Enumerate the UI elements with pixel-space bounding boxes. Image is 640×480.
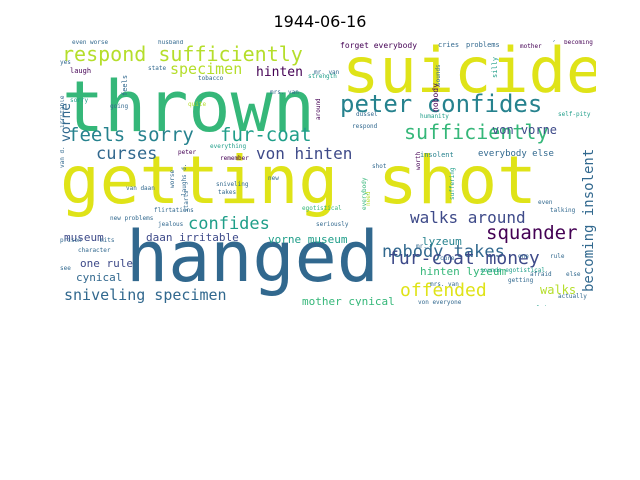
word-cloud: hanged getting shot thrown suicide peter… bbox=[60, 40, 596, 306]
word-museum: museum bbox=[64, 231, 104, 244]
word-walks: walks bbox=[540, 283, 577, 297]
word-offended: offended bbox=[400, 280, 487, 301]
word-getting-shot: getting shot bbox=[60, 142, 537, 219]
word-respond: respond bbox=[352, 123, 378, 130]
word-sounds: sounds bbox=[435, 64, 442, 86]
word-insolent: insolent bbox=[420, 151, 454, 159]
word-mr-van: mr. van bbox=[314, 69, 340, 76]
word-mother: mother bbox=[520, 43, 542, 50]
word-mother-cynical: mother cynical bbox=[302, 295, 395, 306]
word-even-worse: even worse bbox=[72, 40, 109, 46]
word-walks-around: walks around bbox=[410, 208, 526, 227]
word-new-problems: new problems bbox=[110, 215, 154, 222]
word-respond-sufficiently: respond sufficiently bbox=[62, 42, 303, 66]
word-squander: squander bbox=[486, 222, 578, 244]
word-sufficiently: sufficiently bbox=[404, 120, 549, 144]
word-everything: everything bbox=[210, 143, 247, 150]
word-hinten: hinten bbox=[256, 65, 303, 80]
word-mrs-van-2: mrs. van bbox=[430, 281, 459, 288]
word-forget-everybody: forget everybody bbox=[340, 41, 418, 50]
word-starts: starts bbox=[183, 190, 190, 212]
word-flirtations: flirtations bbox=[154, 207, 194, 214]
word-sniveling-specimen: sniveling specimen bbox=[64, 286, 227, 304]
word-von-everyone: von everyone bbox=[418, 299, 462, 306]
word-worth: worth bbox=[415, 151, 422, 170]
word-silly: silly bbox=[491, 56, 499, 78]
word-specimen: specimen bbox=[170, 60, 243, 78]
word-takes: takes bbox=[218, 189, 237, 196]
word-nobody-takes: nobody takes bbox=[382, 242, 505, 262]
word-character: character bbox=[78, 247, 111, 254]
word-around: around bbox=[315, 98, 322, 120]
word-humanity: humanity bbox=[420, 113, 449, 120]
word-becoming-insolent: becoming insolent bbox=[581, 148, 596, 292]
word-van-daan: van daan bbox=[126, 185, 155, 192]
word-self-pity: self-pity bbox=[558, 111, 591, 118]
word-rule: rule bbox=[550, 253, 565, 260]
word-hanged: hanged bbox=[126, 216, 379, 298]
word-fur-coat: fur-coat bbox=[220, 124, 312, 146]
word-getting: getting bbox=[508, 277, 534, 284]
word-tobacco: tobacco bbox=[198, 75, 224, 82]
word-egotistical: egotistical bbox=[302, 205, 342, 212]
word-daan-irritable: daan irritable bbox=[146, 231, 239, 244]
word-one: one bbox=[518, 253, 529, 260]
word-sorry: sorry bbox=[70, 97, 89, 104]
word-talking: talking bbox=[550, 207, 576, 214]
word-van-d: van d. bbox=[60, 146, 66, 168]
word-lyzeum: lyzeum bbox=[422, 235, 462, 248]
word-cries: cries bbox=[438, 41, 460, 49]
word-von-hinten: von hinten bbox=[256, 144, 353, 163]
word-jealous: jealous bbox=[158, 221, 184, 228]
word-fur-coat-money: fur-coat money bbox=[388, 248, 540, 269]
word-husband: husband bbox=[158, 40, 184, 46]
word-nobody: nobody bbox=[431, 83, 440, 112]
word-mrs-van: mrs. van bbox=[270, 89, 299, 96]
word-problems: problems bbox=[466, 41, 500, 49]
word-actually: actually bbox=[558, 293, 587, 300]
word-new: new bbox=[268, 175, 279, 182]
word-strength: strength bbox=[308, 73, 337, 80]
word-everybody: everybody bbox=[361, 177, 368, 210]
word-irritable: irritable bbox=[60, 95, 66, 128]
word-cure: cure bbox=[440, 255, 455, 262]
word-one-rule: one rule bbox=[80, 257, 133, 270]
word-suicide: suicide bbox=[342, 40, 596, 107]
word-dussel: dussel bbox=[356, 111, 378, 118]
word-shot: shot bbox=[372, 163, 387, 170]
word-confides: confides bbox=[188, 214, 270, 234]
word-mr: mr. bbox=[416, 243, 427, 250]
word-quite: quite bbox=[188, 101, 207, 108]
word-money: money bbox=[538, 40, 556, 42]
word-worse: worse bbox=[169, 169, 176, 188]
word-laugh: laugh bbox=[70, 67, 92, 75]
word-suffering: suffering bbox=[449, 167, 456, 200]
word-even: even bbox=[538, 199, 553, 206]
word-cynical: cynical bbox=[76, 271, 123, 284]
word-everybody-else: everybody else bbox=[478, 149, 554, 159]
word-seriously: seriously bbox=[316, 221, 349, 228]
word-sniveling: sniveling bbox=[216, 181, 249, 188]
word-remember: remember bbox=[220, 155, 249, 162]
word-mits: mits bbox=[100, 237, 115, 244]
word-curses: curses bbox=[96, 144, 158, 164]
word-von-vorne: von vorne bbox=[492, 123, 558, 137]
word-hinten-lyzeum: hinten lyzeum bbox=[420, 265, 507, 278]
word-feels: feels bbox=[121, 74, 129, 96]
word-sounds-egotistical: sounds egotistical bbox=[480, 267, 546, 274]
word-state: state bbox=[148, 65, 167, 72]
word-afraid: afraid bbox=[530, 271, 552, 278]
word-see: see bbox=[60, 265, 71, 272]
word-peter-confides: peter confides bbox=[340, 90, 543, 118]
word-going: going bbox=[110, 103, 129, 110]
word-thrown: thrown bbox=[62, 66, 315, 148]
word-peter: peter bbox=[178, 149, 197, 156]
word-prison: prison bbox=[60, 237, 82, 244]
word-feels-sorry: feels sorry bbox=[68, 124, 194, 146]
word-else: else bbox=[566, 271, 581, 278]
word-yes: yes bbox=[60, 59, 71, 66]
chart-title: 1944-06-16 bbox=[273, 12, 367, 31]
word-becoming: becoming bbox=[564, 40, 593, 46]
word-vorne-museum: vorne museum bbox=[268, 233, 348, 246]
